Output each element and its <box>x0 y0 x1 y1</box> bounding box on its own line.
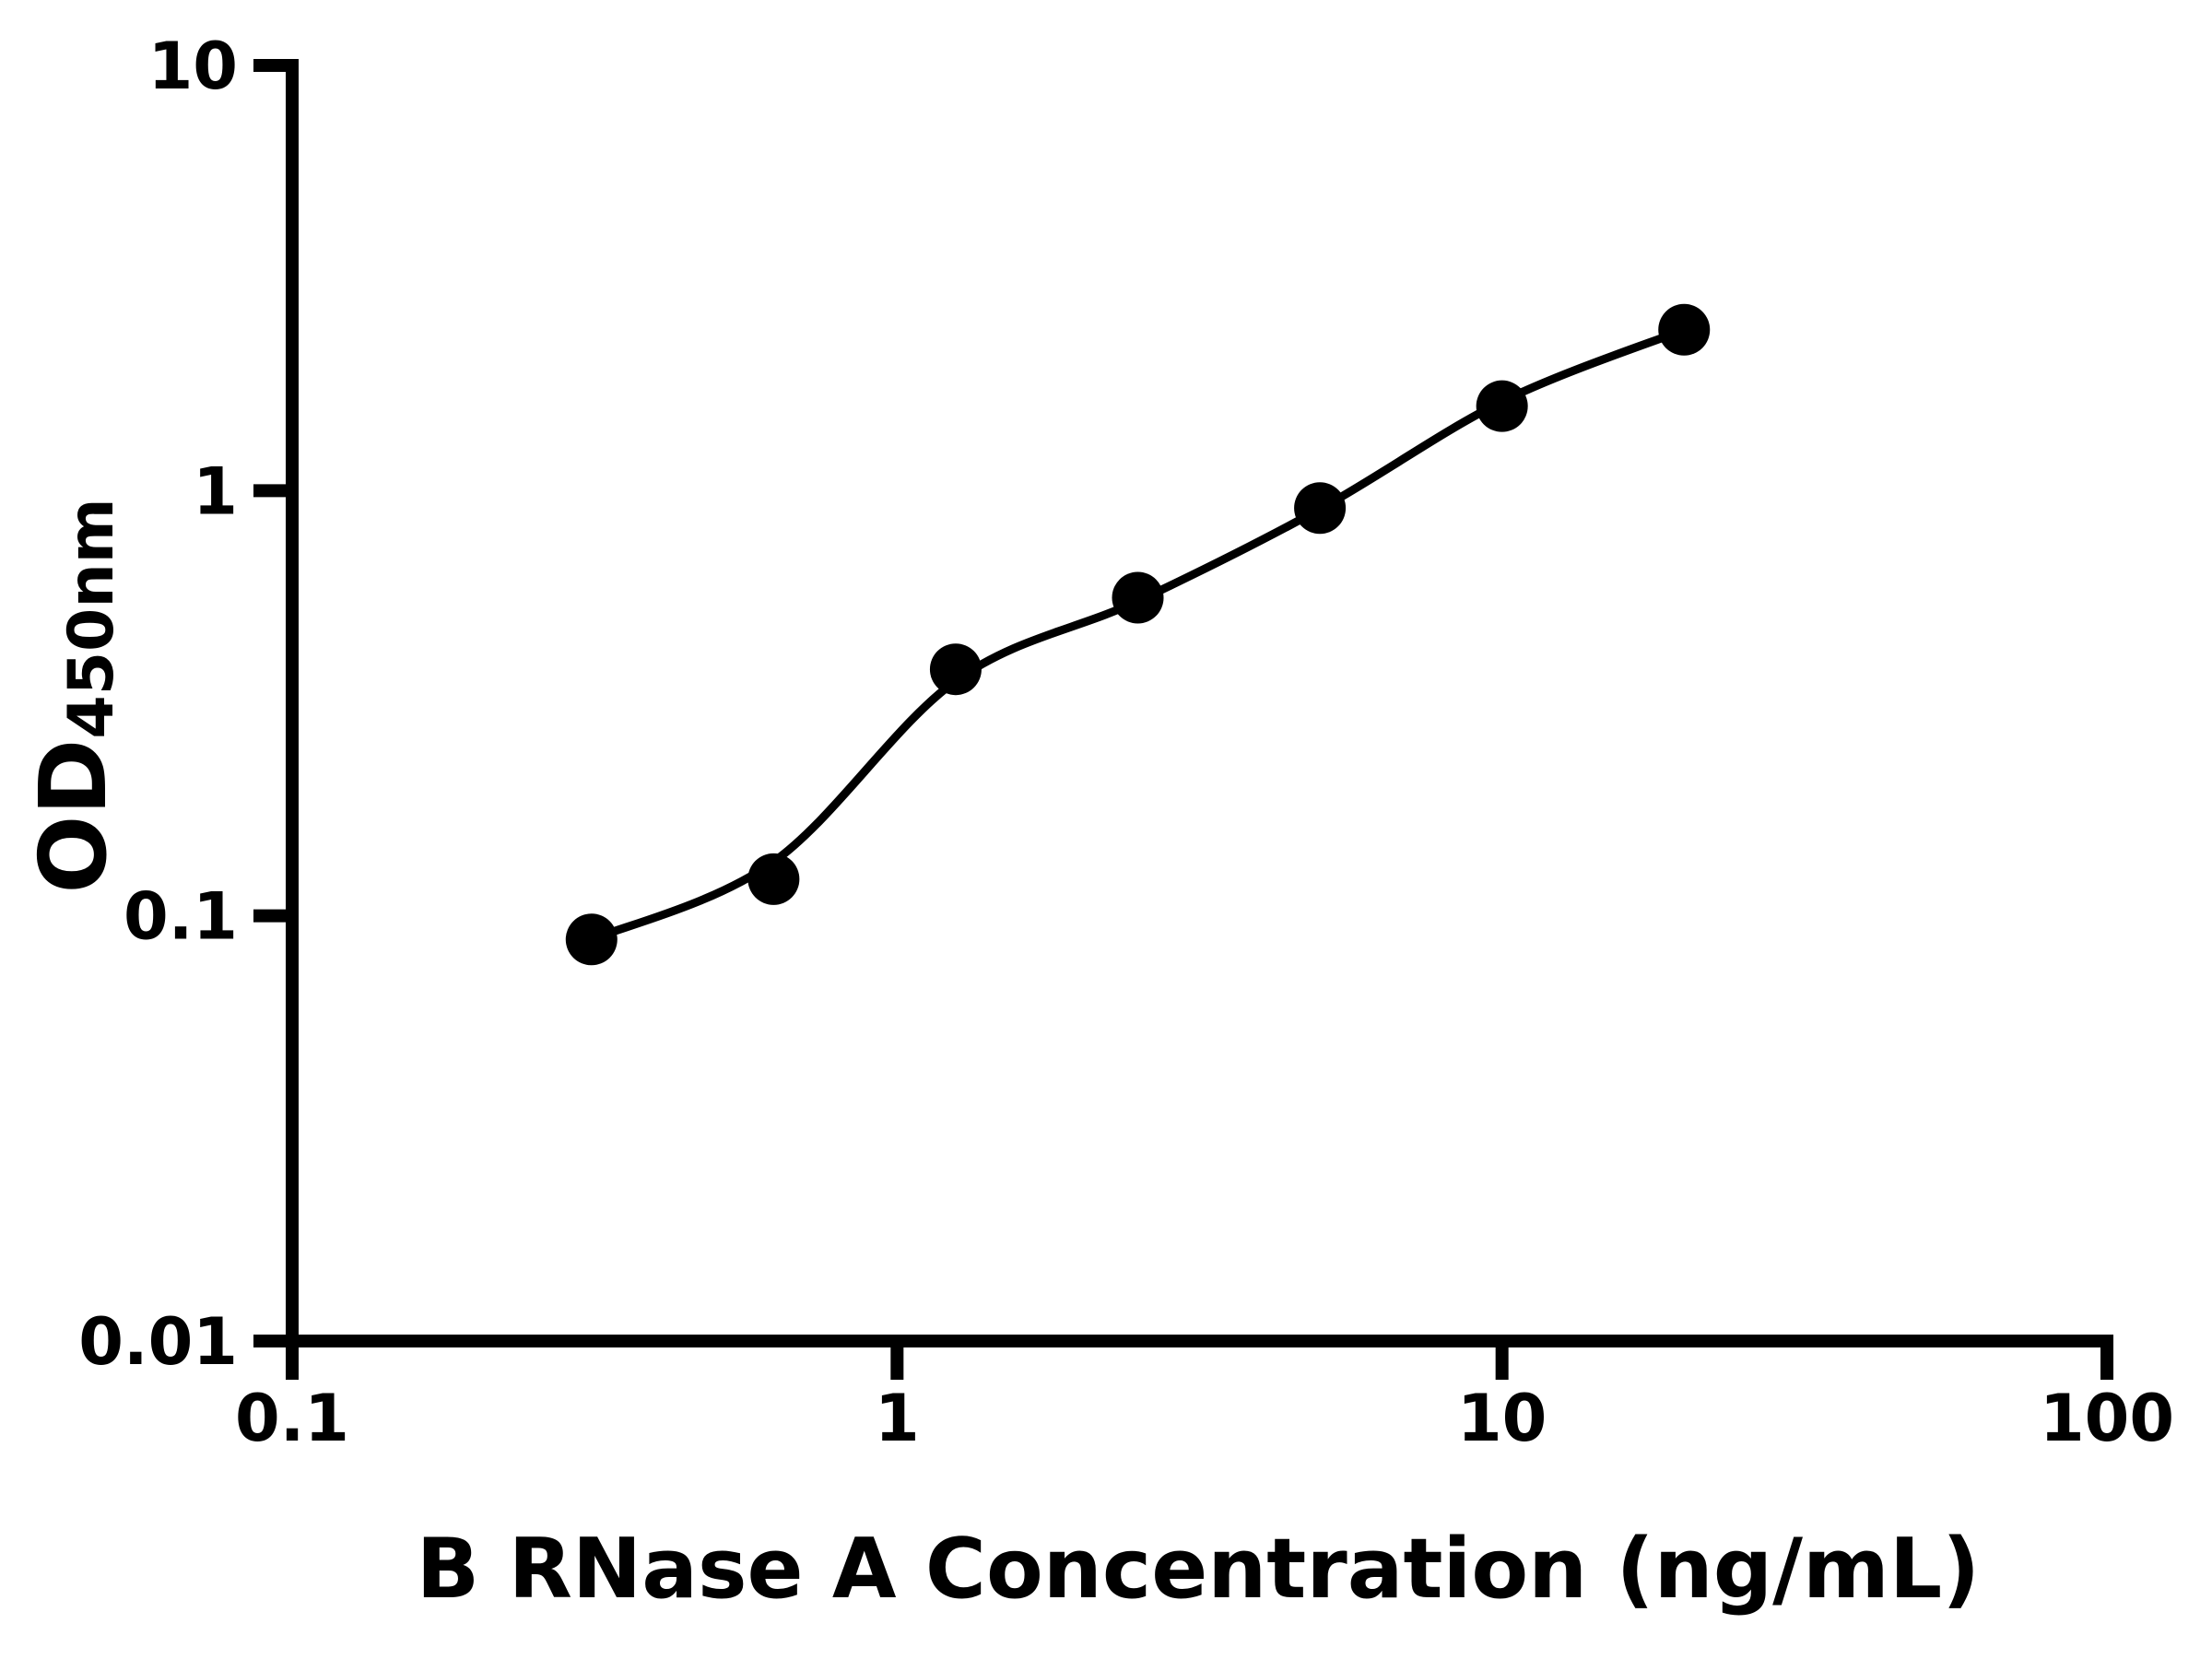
y-tick-label: 10 <box>148 29 238 104</box>
x-tick-label: 1 <box>875 1381 920 1456</box>
data-points <box>565 303 1711 966</box>
svg-text:OD450nm: OD450nm <box>19 498 128 893</box>
x-axis-title: B RNase A Concentration (ng/mL) <box>417 1521 1981 1618</box>
data-point <box>747 853 800 905</box>
data-point <box>929 643 982 696</box>
y-axis-title-base: OD <box>19 739 127 894</box>
x-tick-label: 100 <box>2040 1381 2174 1456</box>
data-point <box>1476 380 1528 432</box>
x-tick-label: 10 <box>1457 1381 1547 1456</box>
y-tick-label: 0.01 <box>78 1304 238 1380</box>
axis-ticks <box>253 59 2113 1380</box>
y-axis-title: OD450nm <box>19 498 128 893</box>
data-point <box>1112 571 1164 624</box>
y-tick-label: 0.1 <box>124 879 238 955</box>
y-axis-title-subscript: 450nm <box>55 498 128 738</box>
y-tick-label: 1 <box>193 453 238 529</box>
data-point <box>1294 482 1347 535</box>
axes <box>286 59 2113 1347</box>
x-tick-label: 0.1 <box>235 1381 349 1456</box>
data-point <box>1658 303 1711 356</box>
data-point <box>565 913 618 966</box>
